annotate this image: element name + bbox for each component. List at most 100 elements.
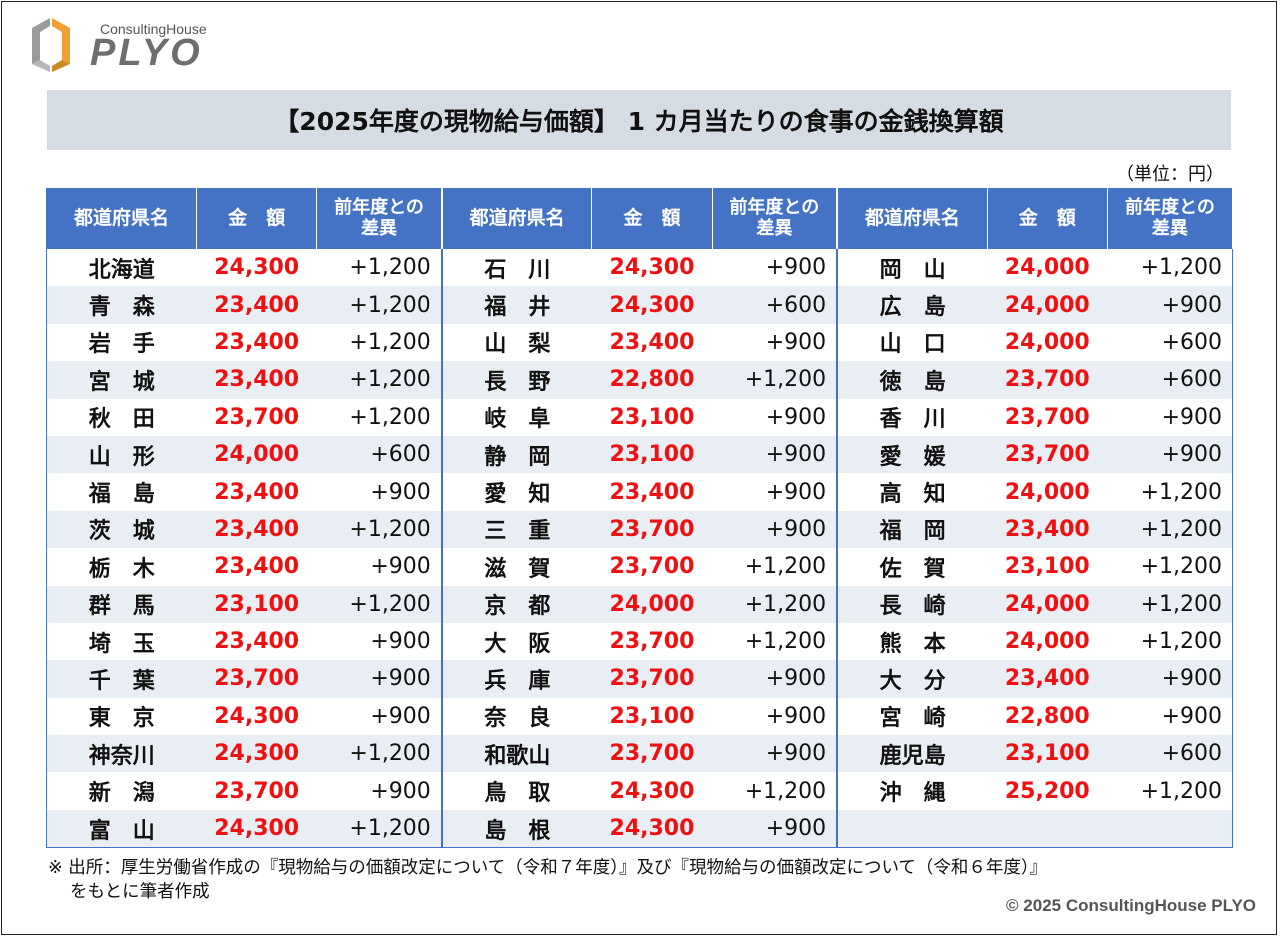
diff-value: +1,200 <box>316 286 443 324</box>
amount-value: 23,100 <box>987 735 1108 773</box>
diff-value: +900 <box>1107 398 1233 436</box>
diff-value: +1,200 <box>316 510 443 549</box>
diff-value: +900 <box>712 398 839 436</box>
table-row: 東 京 24,300 +900 奈 良 23,100 +900 宮 崎 22,800 +900 <box>46 697 1233 736</box>
amount-value: 23,400 <box>987 510 1108 549</box>
table-row: 秋 田 23,700 +1,200 岐 阜 23,100 +900 香 川 23,700 +90… <box>46 398 1233 436</box>
prefecture-name: 福 岡 <box>837 510 988 549</box>
diff-value: +1,200 <box>316 809 443 848</box>
prefecture-name: 沖 縄 <box>837 772 988 810</box>
diff-value: +600 <box>1107 361 1233 399</box>
table-row: 群 馬 23,100 +1,200 京 都 24,000 +1,200 長 崎 24,000 +… <box>46 585 1233 623</box>
header-diff-line1: 前年度との <box>729 197 820 219</box>
prefecture-name: 熊 本 <box>837 622 988 661</box>
prefecture-name: 鹿児島 <box>837 735 988 773</box>
prefecture-name: 長 野 <box>441 361 592 399</box>
prefecture-name: 群 馬 <box>46 585 197 623</box>
amount-value: 23,400 <box>196 622 317 661</box>
logo-mark-icon <box>32 18 70 72</box>
amount-value: 23,100 <box>987 548 1108 586</box>
unit-label: （単位：円） <box>1116 164 1224 185</box>
prefecture-name: 千 葉 <box>46 660 197 698</box>
prefecture-name: 福 島 <box>46 473 197 511</box>
prefecture-name: 大 分 <box>837 660 988 698</box>
header-diff-line1: 前年度との <box>1125 197 1215 219</box>
diff-value: +600 <box>1107 323 1233 362</box>
prefecture-name: 岐 阜 <box>441 398 592 436</box>
amount-value: 23,400 <box>196 510 317 549</box>
prefecture-name: 長 崎 <box>837 585 988 623</box>
amount-value: 24,300 <box>196 735 317 773</box>
amount-value: 24,300 <box>591 249 713 287</box>
amount-value: 24,000 <box>591 585 713 623</box>
amount-value: 23,100 <box>591 398 713 436</box>
diff-value: +900 <box>712 660 839 698</box>
header-amount: 金 額 <box>987 188 1108 249</box>
prefecture-name: 広 島 <box>837 286 988 324</box>
header-diff-line2: 差異 <box>361 218 398 239</box>
prefecture-name: 福 井 <box>441 286 592 324</box>
table-row: 山 形 24,000 +600 静 岡 23,100 +900 愛 媛 23,700 +900 <box>46 435 1233 474</box>
source-note-line1: ※ 出所：厚生労働省作成の『現物給与の価額改定について（令和７年度）』及び『現物… <box>48 858 1048 878</box>
diff-value: +1,200 <box>1107 473 1233 511</box>
amount-value: 23,700 <box>987 398 1108 436</box>
amount-value: 22,800 <box>987 697 1108 736</box>
amount-value: 23,700 <box>591 622 713 661</box>
table-header-row: 都道府県名金 額前年度との 差異 都道府県名金 額前年度との 差異 都道府県名金 額前年… <box>46 188 1234 249</box>
copyright: © 2025 ConsultingHouse PLYO <box>1006 896 1256 915</box>
header-diff-line2: 差異 <box>756 218 793 239</box>
amount-value: 24,000 <box>987 622 1108 661</box>
diff-value: +1,200 <box>316 398 443 436</box>
source-note: ※ 出所：厚生労働省作成の『現物給与の価額改定について（令和７年度）』及び『現物… <box>48 856 1047 904</box>
header-prefecture: 都道府県名 <box>441 188 593 249</box>
diff-value: +1,200 <box>1107 548 1233 586</box>
diff-value: +1,200 <box>316 249 443 287</box>
prefecture-name: 山 口 <box>837 323 988 362</box>
diff-value: +900 <box>712 809 839 848</box>
prefecture-name: 新 潟 <box>46 772 197 810</box>
amount-value: 24,300 <box>591 286 713 324</box>
diff-value <box>1107 809 1233 848</box>
header-diff: 前年度との 差異 <box>712 188 839 249</box>
amount-value: 23,400 <box>987 660 1108 698</box>
amount-value: 23,700 <box>591 660 713 698</box>
prefecture-name: 愛 媛 <box>837 435 988 474</box>
diff-value: +900 <box>316 548 443 586</box>
prefecture-name: 青 森 <box>46 286 197 324</box>
diff-value: +900 <box>712 435 839 474</box>
diff-value: +900 <box>712 510 839 549</box>
prefecture-name: 山 梨 <box>441 323 592 362</box>
prefecture-name: 鳥 取 <box>441 772 592 810</box>
prefecture-name: 滋 賀 <box>441 548 592 586</box>
prefecture-name <box>837 809 988 848</box>
prefecture-name: 岡 山 <box>837 249 988 287</box>
meal-value-table: 都道府県名金 額前年度との 差異 都道府県名金 額前年度との 差異 都道府県名金 額前年… <box>46 188 1234 849</box>
amount-value: 23,700 <box>591 735 713 773</box>
diff-value: +1,200 <box>712 772 839 810</box>
amount-value: 23,400 <box>196 473 317 511</box>
amount-value: 23,400 <box>196 286 317 324</box>
amount-value <box>987 809 1108 848</box>
prefecture-name: 三 重 <box>441 510 592 549</box>
amount-value: 24,000 <box>196 435 317 474</box>
table-row: 茨 城 23,400 +1,200 三 重 23,700 +900 福 岡 23,400 +1,… <box>46 510 1233 549</box>
prefecture-name: 茨 城 <box>46 510 197 549</box>
prefecture-name: 高 知 <box>837 473 988 511</box>
table-row: 神奈川 24,300 +1,200 和歌山 23,700 +900 鹿児島 23,100 +60… <box>46 735 1233 773</box>
prefecture-name: 神奈川 <box>46 735 197 773</box>
amount-value: 24,300 <box>591 809 713 848</box>
diff-value: +1,200 <box>712 548 839 586</box>
table-row: 千 葉 23,700 +900 兵 庫 23,700 +900 大 分 23,400 +900 <box>46 660 1233 698</box>
amount-value: 24,000 <box>987 249 1108 287</box>
amount-value: 24,300 <box>196 249 317 287</box>
diff-value: +900 <box>712 249 839 287</box>
header-prefecture: 都道府県名 <box>46 188 198 249</box>
amount-value: 23,400 <box>591 473 713 511</box>
diff-value: +600 <box>712 286 839 324</box>
diff-value: +600 <box>316 435 443 474</box>
source-note-line2: をもとに筆者作成 <box>70 882 210 902</box>
diff-value: +900 <box>316 772 443 810</box>
diff-value: +1,200 <box>1107 585 1233 623</box>
prefecture-name: 北海道 <box>46 249 197 287</box>
amount-value: 23,100 <box>591 697 713 736</box>
